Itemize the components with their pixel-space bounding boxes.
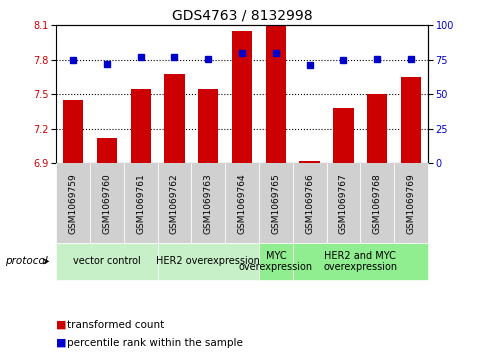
Text: GSM1069759: GSM1069759: [68, 173, 78, 234]
Bar: [63, 100, 83, 163]
Bar: [366, 94, 386, 163]
Bar: [400, 77, 420, 163]
Text: percentile rank within the sample: percentile rank within the sample: [67, 338, 243, 348]
Text: protocol: protocol: [5, 256, 47, 266]
Text: GSM1069766: GSM1069766: [305, 173, 313, 234]
Text: GSM1069769: GSM1069769: [406, 173, 415, 234]
Bar: [97, 138, 117, 163]
Text: GSM1069761: GSM1069761: [136, 173, 145, 234]
Bar: [198, 89, 218, 163]
Bar: [164, 74, 184, 163]
Text: MYC
overexpression: MYC overexpression: [238, 250, 312, 272]
Text: GSM1069765: GSM1069765: [271, 173, 280, 234]
Bar: [130, 89, 150, 163]
Bar: [333, 108, 353, 163]
Text: transformed count: transformed count: [67, 320, 164, 330]
Bar: [231, 31, 252, 163]
Text: ■: ■: [56, 320, 66, 330]
Text: HER2 overexpression: HER2 overexpression: [156, 256, 260, 266]
Bar: [299, 161, 319, 163]
Text: GSM1069768: GSM1069768: [372, 173, 381, 234]
Text: GSM1069760: GSM1069760: [102, 173, 111, 234]
Text: vector control: vector control: [73, 256, 141, 266]
Text: GSM1069762: GSM1069762: [170, 173, 179, 234]
Text: GSM1069763: GSM1069763: [203, 173, 212, 234]
Text: HER2 and MYC
overexpression: HER2 and MYC overexpression: [323, 250, 397, 272]
Bar: [265, 25, 285, 163]
Title: GDS4763 / 8132998: GDS4763 / 8132998: [171, 9, 312, 23]
Text: GSM1069764: GSM1069764: [237, 173, 246, 234]
Text: ■: ■: [56, 338, 66, 348]
Text: GSM1069767: GSM1069767: [338, 173, 347, 234]
